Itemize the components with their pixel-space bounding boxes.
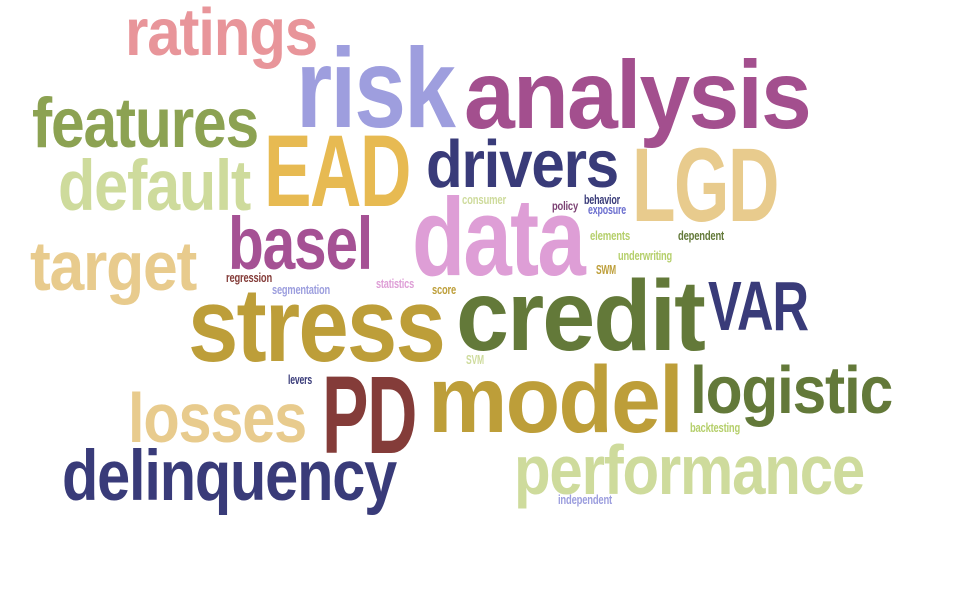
word-score: score xyxy=(432,282,457,298)
word-drivers: drivers xyxy=(426,128,619,202)
word-lgd: LGD xyxy=(632,127,779,245)
word-stress: stress xyxy=(188,267,446,385)
word-credit: credit xyxy=(456,260,706,372)
word-target: target xyxy=(30,226,197,305)
word-backtesting: backtesting xyxy=(690,420,741,436)
word-segmentation: segmentation xyxy=(272,282,330,298)
word-features: features xyxy=(32,82,259,162)
word-underwriting: underwriting xyxy=(618,248,673,264)
word-consumer: consumer xyxy=(462,192,506,208)
word-policy: policy xyxy=(552,200,579,213)
word-pd: PD xyxy=(322,353,417,477)
word-levers: levers xyxy=(288,372,313,388)
word-default: default xyxy=(58,146,251,227)
word-ratings: ratings xyxy=(125,0,318,70)
word-analysis: analysis xyxy=(464,42,812,150)
word-model: model xyxy=(428,346,684,453)
word-risk: risk xyxy=(296,25,456,152)
word-regression: regression xyxy=(226,270,272,286)
word-exposure: exposure xyxy=(588,202,627,218)
word-svm: SVM xyxy=(466,352,485,368)
word-basel: basel xyxy=(228,202,373,286)
word-delinquency: delinquency xyxy=(62,436,397,517)
word-dependent: dependent xyxy=(678,228,725,244)
word-performance: performance xyxy=(514,430,865,509)
word-statistics: statistics xyxy=(376,276,415,292)
word-behavior: behavior xyxy=(584,192,620,208)
word-independent: independent xyxy=(558,492,613,508)
word-logistic: logistic xyxy=(690,354,893,428)
word-ead: EAD xyxy=(264,112,411,228)
word-elements: elements xyxy=(590,228,631,244)
word-losses: losses xyxy=(128,378,307,457)
word-var: VAR xyxy=(708,266,809,345)
word-swm: SWM xyxy=(596,262,616,278)
word-data: data xyxy=(412,175,586,299)
